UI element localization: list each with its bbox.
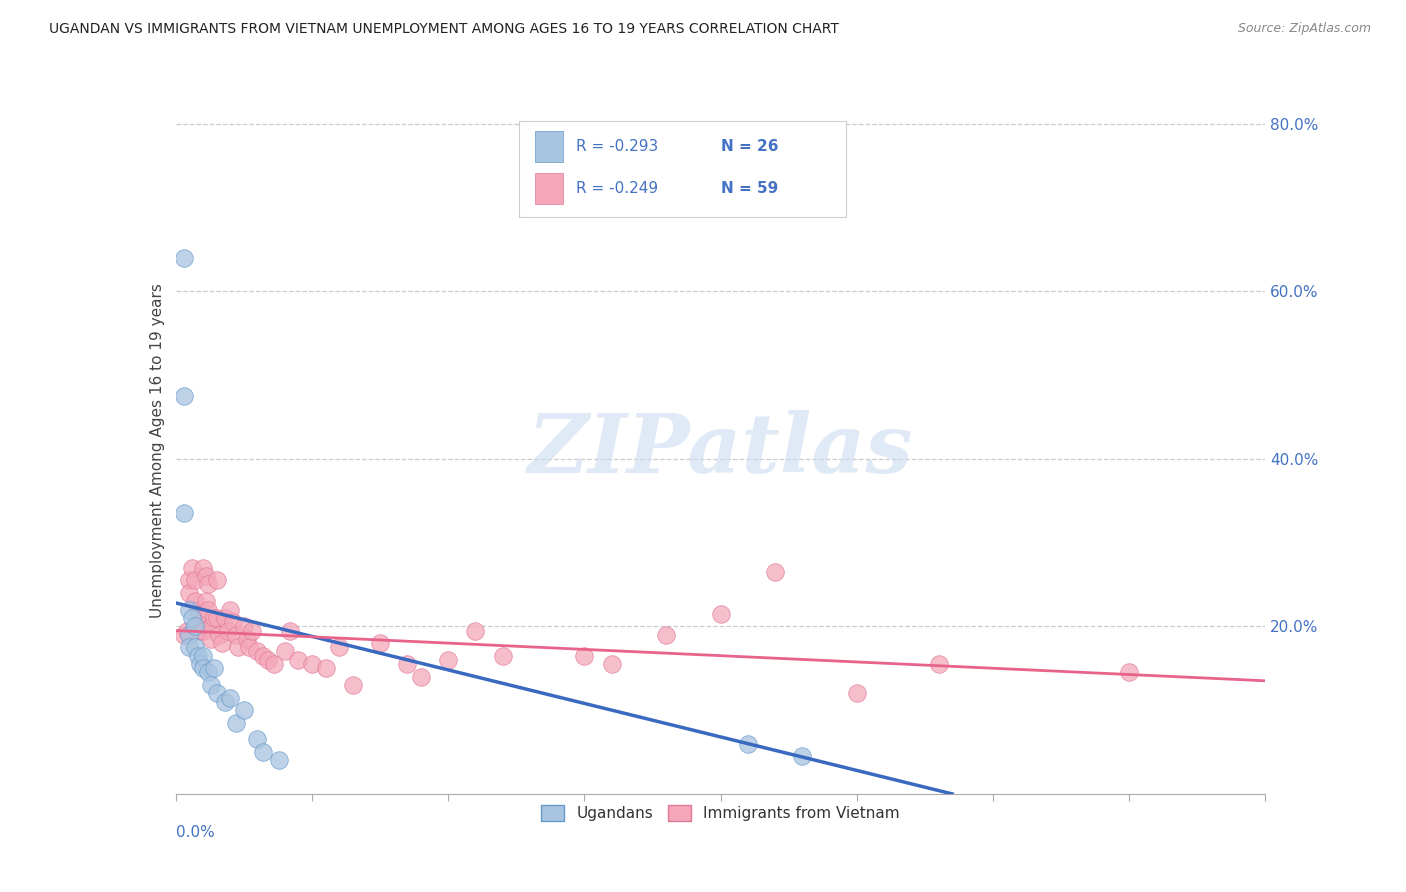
Point — [194, 569, 217, 583]
Point — [269, 753, 291, 767]
Point — [191, 624, 214, 638]
Point — [315, 661, 337, 675]
Point — [252, 648, 274, 663]
Point — [194, 594, 217, 608]
Text: UGANDAN VS IMMIGRANTS FROM VIETNAM UNEMPLOYMENT AMONG AGES 16 TO 19 YEARS CORREL: UGANDAN VS IMMIGRANTS FROM VIETNAM UNEMP… — [49, 22, 839, 37]
Text: R = -0.249: R = -0.249 — [575, 180, 658, 195]
Text: 0.0%: 0.0% — [176, 825, 215, 839]
Point — [188, 624, 211, 638]
Point — [197, 602, 219, 616]
Point — [409, 670, 432, 684]
Point — [263, 657, 285, 671]
Point — [173, 251, 195, 265]
Point — [278, 624, 301, 638]
Point — [257, 653, 280, 667]
Point — [792, 749, 814, 764]
Point — [173, 389, 195, 403]
Point — [184, 640, 207, 655]
FancyBboxPatch shape — [536, 131, 562, 162]
Point — [205, 611, 228, 625]
Point — [655, 628, 678, 642]
FancyBboxPatch shape — [536, 173, 562, 203]
Point — [191, 648, 214, 663]
Text: N = 59: N = 59 — [721, 180, 778, 195]
Point — [179, 586, 201, 600]
Point — [368, 636, 391, 650]
Point — [200, 678, 222, 692]
Point — [208, 628, 231, 642]
Point — [184, 594, 207, 608]
Point — [235, 632, 257, 646]
Point — [225, 715, 247, 730]
Point — [217, 624, 239, 638]
Point — [928, 657, 950, 671]
Point — [179, 602, 201, 616]
Text: N = 26: N = 26 — [721, 139, 778, 154]
Point — [763, 565, 786, 579]
Point — [186, 648, 209, 663]
Point — [232, 703, 254, 717]
Point — [197, 665, 219, 680]
Point — [202, 611, 225, 625]
Point — [173, 628, 195, 642]
Point — [328, 640, 350, 655]
Point — [197, 577, 219, 591]
Point — [1118, 665, 1140, 680]
Point — [179, 640, 201, 655]
Point — [179, 628, 201, 642]
Point — [246, 644, 269, 658]
Point — [225, 628, 247, 642]
Point — [238, 640, 260, 655]
Text: Source: ZipAtlas.com: Source: ZipAtlas.com — [1237, 22, 1371, 36]
Point — [184, 574, 207, 588]
Point — [214, 611, 236, 625]
Point — [214, 695, 236, 709]
Point — [200, 632, 222, 646]
Point — [246, 732, 269, 747]
Point — [252, 745, 274, 759]
Point — [240, 624, 263, 638]
Point — [342, 678, 364, 692]
Y-axis label: Unemployment Among Ages 16 to 19 years: Unemployment Among Ages 16 to 19 years — [149, 283, 165, 618]
Point — [600, 657, 623, 671]
Point — [173, 506, 195, 520]
Legend: Ugandans, Immigrants from Vietnam: Ugandans, Immigrants from Vietnam — [536, 799, 905, 828]
Point — [188, 607, 211, 621]
Point — [710, 607, 733, 621]
Point — [179, 574, 201, 588]
Point — [186, 619, 209, 633]
Point — [845, 686, 868, 700]
Point — [176, 624, 198, 638]
Point — [301, 657, 323, 671]
Point — [200, 619, 222, 633]
Point — [574, 648, 596, 663]
Point — [184, 619, 207, 633]
Point — [181, 611, 204, 625]
Text: ZIPatlas: ZIPatlas — [527, 410, 914, 491]
Point — [188, 657, 211, 671]
Point — [396, 657, 419, 671]
Point — [191, 560, 214, 574]
Point — [437, 653, 460, 667]
Point — [202, 661, 225, 675]
FancyBboxPatch shape — [519, 120, 846, 217]
Point — [205, 686, 228, 700]
Text: R = -0.293: R = -0.293 — [575, 139, 658, 154]
Point — [232, 619, 254, 633]
Point — [205, 574, 228, 588]
Point — [219, 690, 242, 705]
Point — [492, 648, 515, 663]
Point — [464, 624, 486, 638]
Point — [228, 640, 250, 655]
Point — [274, 644, 297, 658]
Point — [219, 602, 242, 616]
Point — [186, 602, 209, 616]
Point — [211, 636, 233, 650]
Point — [181, 560, 204, 574]
Point — [222, 615, 245, 630]
Point — [737, 737, 759, 751]
Point — [191, 661, 214, 675]
Point — [287, 653, 309, 667]
